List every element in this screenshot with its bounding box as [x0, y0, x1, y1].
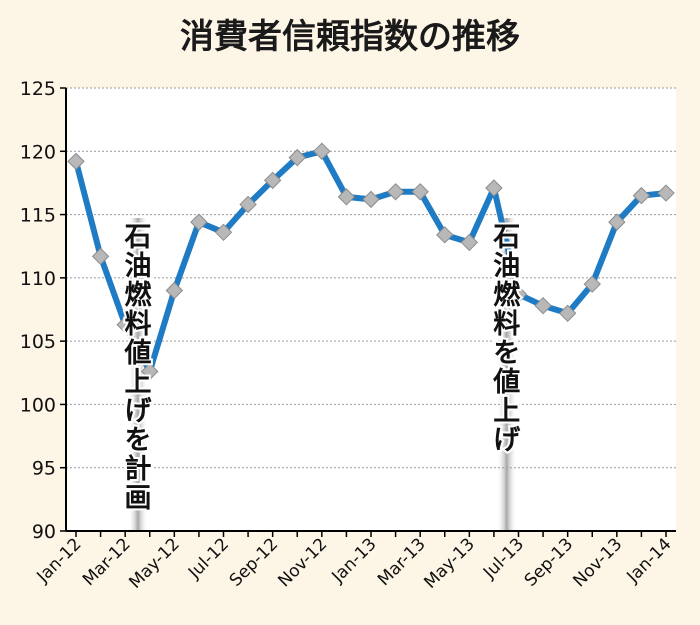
- annotation-char: を: [493, 338, 520, 369]
- data-point: [534, 296, 552, 315]
- chart-title: 消費者信頼指数の推移: [180, 17, 520, 57]
- annotation-char: 料: [124, 309, 151, 340]
- data-point: [91, 247, 110, 266]
- y-tick-label: 115: [20, 205, 56, 227]
- y-tick-label: 95: [32, 458, 56, 480]
- x-tick-label: Nov-12: [274, 534, 331, 591]
- data-point: [165, 281, 184, 300]
- data-point: [67, 152, 85, 171]
- annotation-char: げ: [124, 396, 152, 427]
- x-tick-label: Sep-13: [521, 534, 577, 590]
- y-tick-label: 100: [20, 394, 56, 416]
- data-point: [485, 179, 503, 197]
- data-point: [362, 190, 380, 209]
- annotation-char: 燃: [124, 280, 152, 311]
- annotation-char: 計: [124, 453, 151, 485]
- y-tick-label: 105: [20, 331, 56, 353]
- annotation-char: 画: [124, 483, 151, 514]
- x-tick-label: Jan-14: [623, 534, 676, 587]
- y-tick-label: 110: [20, 268, 56, 290]
- data-point: [386, 183, 405, 201]
- x-tick-label: Sep-12: [226, 534, 282, 590]
- data-point: [632, 186, 651, 205]
- data-point: [509, 285, 528, 304]
- x-tick-label: May-13: [420, 534, 478, 592]
- annotation-char: を: [124, 425, 151, 456]
- data-point: [288, 148, 306, 167]
- data-point: [313, 142, 331, 160]
- data-point: [583, 275, 601, 293]
- x-tick-label: May-12: [125, 534, 183, 592]
- annotation-char: 石: [123, 222, 151, 253]
- annotation-char: 料: [493, 309, 520, 340]
- x-tick-label: Mar-13: [374, 534, 430, 590]
- data-point: [239, 195, 257, 214]
- data-point: [657, 184, 675, 202]
- x-tick-label: Jan-13: [328, 534, 381, 587]
- data-point: [337, 188, 356, 206]
- annotation-band: [496, 218, 517, 531]
- x-tick-label: Nov-13: [569, 534, 626, 591]
- data-point: [141, 362, 159, 381]
- annotation-char: 上: [124, 367, 151, 398]
- data-point: [558, 304, 577, 323]
- data-point: [411, 183, 429, 201]
- annotation-char: 値: [492, 367, 520, 398]
- annotation-char: 石: [492, 222, 520, 253]
- plot-area: [66, 88, 676, 531]
- data-point: [190, 213, 208, 231]
- data-point: [214, 223, 233, 241]
- x-tick-label: Mar-12: [79, 534, 135, 590]
- annotation-char: げ: [493, 425, 521, 456]
- y-tick-label: 125: [20, 78, 56, 100]
- y-tick-label: 120: [20, 141, 56, 163]
- data-point: [608, 213, 626, 231]
- annotation-band: [128, 218, 148, 531]
- data-point: [263, 171, 282, 190]
- data-point: [436, 226, 454, 244]
- annotation-char: 値: [123, 338, 151, 369]
- data-point: [116, 315, 134, 334]
- annotation-char: 上: [493, 396, 520, 427]
- annotation-char: 油: [493, 251, 520, 282]
- data-point: [460, 233, 479, 252]
- y-tick-label: 90: [32, 521, 56, 543]
- annotation-char: 燃: [493, 280, 521, 311]
- annotation-char: 油: [124, 251, 151, 282]
